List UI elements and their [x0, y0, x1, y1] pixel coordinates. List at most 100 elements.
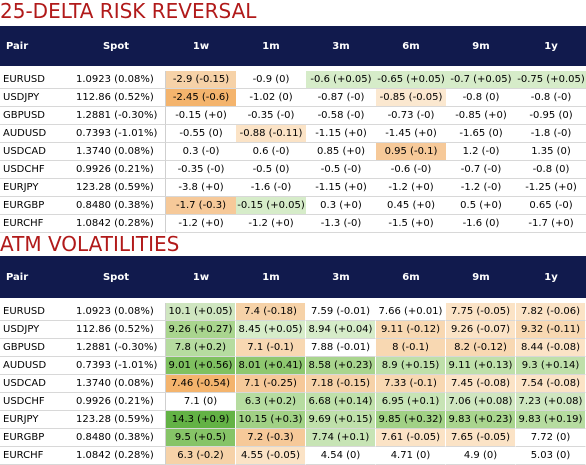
value-cell: 7.88 (-0.01) [306, 339, 376, 357]
column-header-pair: Pair [0, 256, 66, 298]
value-cell: -0.15 (+0) [166, 107, 236, 125]
value-cell: 8.9 (+0.15) [376, 357, 446, 375]
table-row: AUDUSD 0.7393 (-1.01%) -0.55 (0) -0.88 (-0.… [0, 125, 586, 143]
spot-cell: 112.86 (0.52%) [66, 321, 166, 339]
table-row: EURGBP 0.8480 (0.38%) -1.7 (-0.3) -0.15 (+0… [0, 197, 586, 215]
value-cell: 7.75 (-0.05) [446, 303, 516, 321]
value-cell: 7.18 (-0.15) [306, 375, 376, 393]
atm-volatilities-table: Pair Spot 1w 1m 3m 6m 9m 1y EURUSD 1.0923… [0, 256, 586, 465]
column-header-spot: Spot [66, 26, 166, 66]
table-row: USDCAD 1.3740 (0.08%) 0.3 (-0) 0.6 (-0) 0.85… [0, 143, 586, 161]
value-cell: 10.15 (+0.3) [236, 411, 306, 429]
value-cell: -1.45 (+0) [376, 125, 446, 143]
spot-cell: 0.7393 (-1.01%) [66, 357, 166, 375]
value-cell: 7.1 (-0.25) [236, 375, 306, 393]
value-cell: 7.74 (+0.1) [306, 429, 376, 447]
value-cell: 7.46 (-0.54) [166, 375, 236, 393]
value-cell: -0.7 (+0.05) [446, 71, 516, 89]
value-cell: 8 (-0.1) [376, 339, 446, 357]
spot-cell: 1.0842 (0.28%) [66, 447, 166, 465]
value-cell: 7.65 (-0.05) [446, 429, 516, 447]
value-cell: -1.2 (+0) [166, 215, 236, 233]
value-cell: -0.8 (-0) [516, 89, 586, 107]
column-header-spot: Spot [66, 256, 166, 298]
pair-cell: EURUSD [0, 71, 66, 89]
spot-cell: 0.8480 (0.38%) [66, 429, 166, 447]
table-row: GBPUSD 1.2881 (-0.30%) -0.15 (+0) -0.35 (-0… [0, 107, 586, 125]
pair-cell: USDCHF [0, 393, 66, 411]
value-cell: -3.8 (+0) [166, 179, 236, 197]
pair-cell: GBPUSD [0, 107, 66, 125]
value-cell: 14.3 (+0.9) [166, 411, 236, 429]
table-row: AUDUSD 0.7393 (-1.01%) 9.01 (+0.56) 8.01 (+… [0, 357, 586, 375]
value-cell: -0.73 (-0) [376, 107, 446, 125]
value-cell: 7.59 (-0.01) [306, 303, 376, 321]
value-cell: 0.3 (+0) [306, 197, 376, 215]
value-cell: -0.6 (+0.05) [306, 71, 376, 89]
value-cell: 7.72 (0) [516, 429, 586, 447]
value-cell: 9.83 (+0.23) [446, 411, 516, 429]
value-cell: -0.6 (-0) [376, 161, 446, 179]
value-cell: -2.45 (-0.6) [166, 89, 236, 107]
value-cell: -0.9 (0) [236, 71, 306, 89]
pair-cell: GBPUSD [0, 339, 66, 357]
spot-cell: 1.0842 (0.28%) [66, 215, 166, 233]
risk-reversal-table: Pair Spot 1w 1m 3m 6m 9m 1y EURUSD 1.0923… [0, 26, 586, 233]
value-cell: -1.15 (+0) [306, 179, 376, 197]
table-row: EURJPY 123.28 (0.59%) -3.8 (+0) -1.6 (-0) -1… [0, 179, 586, 197]
pair-cell: USDJPY [0, 89, 66, 107]
atm-volatilities-body: EURUSD 1.0923 (0.08%) 10.1 (+0.05) 7.4 (-0.… [0, 298, 586, 465]
value-cell: 7.4 (-0.18) [236, 303, 306, 321]
value-cell: -1.25 (+0) [516, 179, 586, 197]
spot-cell: 1.3740 (0.08%) [66, 375, 166, 393]
value-cell: -0.85 (-0.05) [376, 89, 446, 107]
value-cell: 6.3 (-0.2) [166, 447, 236, 465]
value-cell: -0.8 (0) [446, 89, 516, 107]
value-cell: 7.33 (-0.1) [376, 375, 446, 393]
value-cell: 7.8 (+0.2) [166, 339, 236, 357]
value-cell: -1.5 (+0) [376, 215, 446, 233]
column-header-1w: 1w [166, 256, 236, 298]
column-header-9m: 9m [446, 256, 516, 298]
column-header-3m: 3m [306, 26, 376, 66]
spot-cell: 123.28 (0.59%) [66, 411, 166, 429]
value-cell: 7.1 (-0.1) [236, 339, 306, 357]
value-cell: 6.95 (+0.1) [376, 393, 446, 411]
value-cell: 9.01 (+0.56) [166, 357, 236, 375]
value-cell: 0.3 (-0) [166, 143, 236, 161]
value-cell: -0.8 (0) [516, 161, 586, 179]
pair-cell: EURCHF [0, 447, 66, 465]
value-cell: -0.88 (-0.11) [236, 125, 306, 143]
column-header-3m: 3m [306, 256, 376, 298]
value-cell: -0.35 (-0) [236, 107, 306, 125]
header-row: Pair Spot 1w 1m 3m 6m 9m 1y [0, 26, 586, 66]
value-cell: 9.26 (+0.27) [166, 321, 236, 339]
column-header-1w: 1w [166, 26, 236, 66]
value-cell: 7.82 (-0.06) [516, 303, 586, 321]
value-cell: -1.02 (0) [236, 89, 306, 107]
value-cell: -1.2 (+0) [376, 179, 446, 197]
value-cell: 0.45 (+0) [376, 197, 446, 215]
value-cell: -1.2 (-0) [446, 179, 516, 197]
table-row: GBPUSD 1.2881 (-0.30%) 7.8 (+0.2) 7.1 (-0.1… [0, 339, 586, 357]
value-cell: 8.44 (-0.08) [516, 339, 586, 357]
column-header-9m: 9m [446, 26, 516, 66]
value-cell: 5.03 (0) [516, 447, 586, 465]
value-cell: 0.6 (-0) [236, 143, 306, 161]
pair-cell: EURGBP [0, 429, 66, 447]
table-row: EURUSD 1.0923 (0.08%) -2.9 (-0.15) -0.9 (0)… [0, 71, 586, 89]
value-cell: -0.7 (-0) [446, 161, 516, 179]
column-header-pair: Pair [0, 26, 66, 66]
spot-cell: 1.0923 (0.08%) [66, 303, 166, 321]
value-cell: 7.61 (-0.05) [376, 429, 446, 447]
value-cell: 1.35 (0) [516, 143, 586, 161]
pair-cell: AUDUSD [0, 357, 66, 375]
pair-cell: EURGBP [0, 197, 66, 215]
value-cell: 4.71 (0) [376, 447, 446, 465]
value-cell: 0.85 (+0) [306, 143, 376, 161]
value-cell: 4.55 (-0.05) [236, 447, 306, 465]
table-row: EURCHF 1.0842 (0.28%) 6.3 (-0.2) 4.55 (-0.0… [0, 447, 586, 465]
value-cell: -1.7 (+0) [516, 215, 586, 233]
value-cell: -1.3 (-0) [306, 215, 376, 233]
spot-cell: 112.86 (0.52%) [66, 89, 166, 107]
